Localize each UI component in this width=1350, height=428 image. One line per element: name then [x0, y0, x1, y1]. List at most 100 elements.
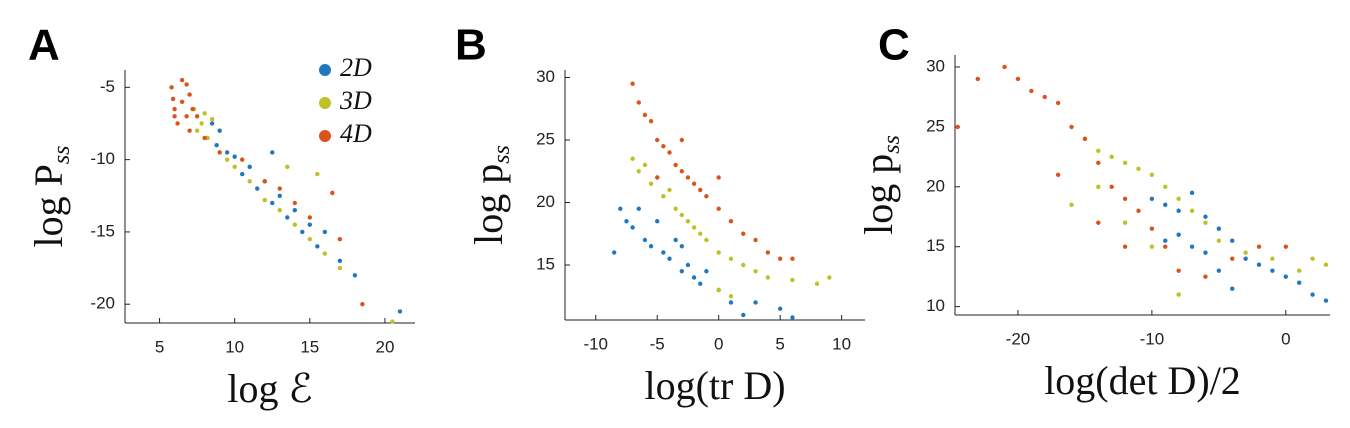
point: [1296, 268, 1302, 273]
point: [1256, 244, 1262, 249]
y-tick-label: -15: [90, 221, 115, 240]
point: [648, 244, 654, 249]
point: [1310, 256, 1315, 261]
point: [1176, 292, 1181, 297]
y-axis-label-sub: ss: [879, 135, 905, 154]
x-tick-label: -5: [650, 334, 665, 353]
y-tick-label: -10: [90, 149, 115, 168]
y-axis-label: log pss: [856, 135, 904, 235]
point: [1029, 88, 1034, 94]
point: [1216, 226, 1222, 231]
y-tick-label: 25: [926, 116, 945, 135]
x-tick-label: 0: [1281, 329, 1290, 348]
point: [1149, 196, 1155, 201]
point: [667, 187, 672, 193]
point: [1109, 184, 1114, 189]
point: [630, 81, 635, 86]
point: [1122, 196, 1128, 201]
point: [214, 142, 219, 148]
point: [240, 171, 245, 177]
point: [270, 200, 275, 206]
point: [1082, 136, 1088, 142]
point: [1176, 232, 1181, 237]
point: [217, 128, 222, 133]
point: [975, 76, 980, 82]
point: [209, 121, 215, 126]
point: [611, 250, 617, 255]
point: [277, 208, 282, 213]
point: [827, 275, 832, 280]
y-tick-label: 15: [536, 254, 555, 273]
point: [741, 312, 746, 318]
point: [262, 179, 267, 184]
point: [202, 135, 207, 141]
y-tick-label: 30: [926, 56, 945, 75]
point: [667, 150, 672, 155]
point: [1163, 244, 1168, 249]
point: [642, 162, 648, 168]
point: [636, 206, 641, 211]
point: [175, 121, 180, 126]
point: [655, 137, 660, 143]
x-tick-label: 0: [714, 334, 723, 353]
point: [170, 96, 176, 102]
y-axis-label-main: log P: [26, 164, 71, 247]
point: [630, 156, 635, 161]
point: [224, 150, 230, 155]
point: [1149, 226, 1155, 231]
point: [1203, 214, 1208, 219]
point: [679, 212, 685, 218]
point: [1042, 94, 1047, 100]
point: [1096, 184, 1101, 189]
point: [202, 111, 207, 116]
point: [184, 114, 189, 119]
point: [169, 85, 174, 90]
x-tick-label: 10: [832, 334, 851, 353]
point: [704, 194, 709, 199]
point: [790, 256, 795, 261]
point: [315, 171, 320, 177]
point: [1256, 262, 1262, 267]
point: [1122, 244, 1128, 249]
y-axis-label-sub: ss: [489, 145, 515, 164]
point: [1015, 76, 1021, 82]
point: [955, 124, 960, 130]
point: [190, 106, 195, 112]
y-tick-label: 25: [536, 129, 555, 148]
point: [1323, 298, 1329, 303]
point: [624, 219, 629, 224]
point: [618, 206, 623, 211]
point: [1163, 184, 1168, 189]
legend-label: 3D: [339, 86, 372, 115]
point: [1243, 250, 1248, 255]
x-tick-label: 15: [300, 337, 319, 356]
point: [1296, 280, 1302, 285]
point: [777, 306, 783, 311]
point: [1096, 148, 1101, 154]
legend-label: 2D: [340, 53, 372, 82]
point: [1069, 202, 1074, 207]
point: [1176, 208, 1181, 213]
point: [673, 237, 678, 243]
y-tick-label: 15: [926, 236, 945, 255]
point: [1230, 286, 1235, 291]
point: [698, 187, 703, 193]
point: [685, 175, 691, 180]
point: [1122, 160, 1128, 166]
x-tick-label: 20: [375, 337, 394, 356]
point: [1163, 238, 1168, 243]
point: [741, 262, 746, 268]
point: [337, 236, 343, 242]
point: [262, 197, 267, 203]
point: [1055, 100, 1061, 106]
legend-marker: [319, 97, 331, 109]
panel-label: C: [878, 21, 910, 70]
point: [285, 164, 290, 170]
point: [1203, 250, 1208, 255]
point: [1096, 160, 1101, 166]
point: [277, 186, 282, 191]
x-axis-label: log ℰ: [227, 366, 312, 411]
point: [285, 215, 290, 220]
point: [352, 273, 358, 278]
point: [322, 229, 328, 235]
